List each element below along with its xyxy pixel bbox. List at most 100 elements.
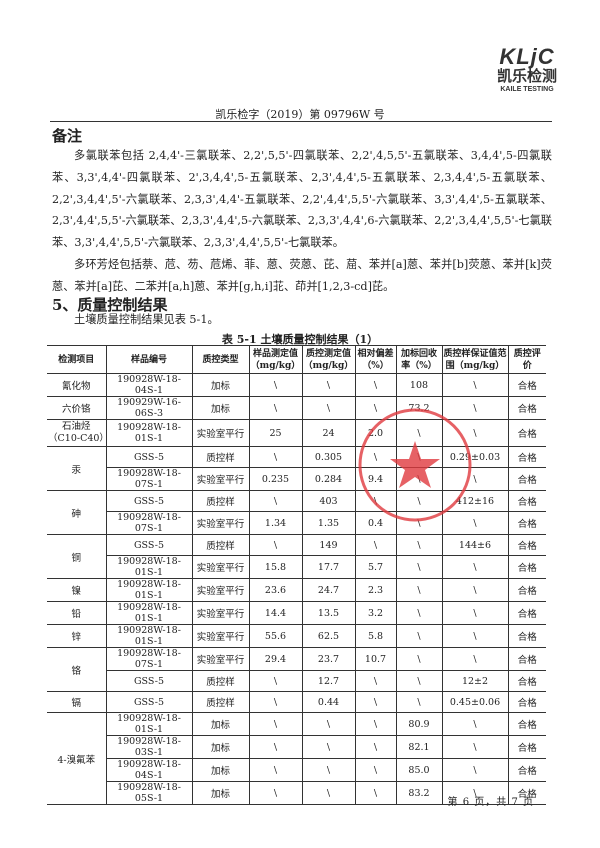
table-cell: 13.5 xyxy=(301,601,356,625)
table-cell: 82.1 xyxy=(395,735,443,759)
table-cell: 25 xyxy=(248,419,303,447)
table-cell: \ xyxy=(441,781,509,805)
table-cell: 24 xyxy=(301,419,356,447)
table-cell: \ xyxy=(301,712,356,736)
table-row: 190928W-18-07S-1 实验室平行 1.34 1.35 0.4 \ \ 合格 xyxy=(47,511,546,535)
table-cell: 1.35 xyxy=(301,511,356,535)
column-header: 质控测定值（mg/kg） xyxy=(301,345,356,374)
table-cell: 108 xyxy=(395,373,443,397)
table-cell: 实验室平行 xyxy=(191,555,250,579)
table-row: 190928W-18-03S-1 加标 \ \ \ 82.1 \ 合格 xyxy=(47,735,546,759)
table-cell: \ xyxy=(395,490,443,512)
table-cell: 合格 xyxy=(507,691,546,713)
table-cell: 质控样 xyxy=(191,490,250,512)
table-row: 190928W-18-04S-1 加标 \ \ \ 85.0 \ 合格 xyxy=(47,758,546,782)
table-cell: 190928W-18-01S-1 xyxy=(105,624,193,648)
table-cell: 合格 xyxy=(507,446,546,468)
table-cell: 149 xyxy=(301,534,356,556)
column-header: 加标回收率（%） xyxy=(395,345,443,374)
table-cell: 23.7 xyxy=(301,647,356,671)
table-cell: 23.6 xyxy=(248,578,303,602)
table-cell: \ xyxy=(354,758,397,782)
table-cell: 3.2 xyxy=(354,601,397,625)
table-cell: \ xyxy=(354,396,397,420)
table-row: 镍 190928W-18-01S-1 实验室平行 23.6 24.7 2.3 \ \ 合格 xyxy=(47,578,546,602)
table-cell: \ xyxy=(354,373,397,397)
table-cell: \ xyxy=(395,691,443,713)
table-cell: 190928W-18-05S-1 xyxy=(106,781,193,805)
table-cell: 质控样 xyxy=(191,446,250,468)
test-item: 4-溴氟苯 xyxy=(47,712,107,805)
table-cell: \ xyxy=(441,555,509,579)
logo-english: KAILE TESTING xyxy=(500,86,554,93)
table-cell: 合格 xyxy=(507,670,546,692)
table-cell: 190928W-18-01S-1 xyxy=(106,555,193,579)
column-header: 质控样保证值范围（mg/kg） xyxy=(441,345,509,374)
table-cell: \ xyxy=(354,534,397,556)
column-header: 质控评价 xyxy=(507,345,546,374)
table-cell: \ xyxy=(441,758,509,782)
column-header: 质控类型 xyxy=(191,345,250,374)
table-cell: \ xyxy=(354,712,397,736)
table-cell: \ xyxy=(354,446,397,468)
table-row: 铅 190928W-18-01S-1 实验室平行 14.4 13.5 3.2 \ \ 合格 xyxy=(47,601,546,625)
table-row: 石油烃（C10-C40） 190928W-18-01S-1 实验室平行 25 24 2.0… xyxy=(47,419,546,447)
test-item: 氰化物 xyxy=(47,373,107,397)
test-item: 石油烃（C10-C40） xyxy=(47,419,109,447)
table-cell: 合格 xyxy=(507,624,546,648)
table-row: 铬 190928W-18-07S-1 实验室平行 29.4 23.7 10.7 \ \ 合格 xyxy=(47,647,546,692)
table-cell: 80.9 xyxy=(395,712,443,736)
table-cell: 144±6 xyxy=(441,534,509,556)
table-cell: 合格 xyxy=(507,712,546,736)
test-item: 六价铬 xyxy=(47,396,107,420)
table-cell: \ xyxy=(441,624,509,648)
table-row: 镉 GSS-5 质控样 \ 0.44 \ \ 0.45±0.06 合格 xyxy=(47,691,546,713)
test-item: 汞 xyxy=(47,446,107,491)
table-cell: 合格 xyxy=(507,647,546,671)
table-cell: \ xyxy=(441,419,509,447)
table-cell: \ xyxy=(395,578,443,602)
table-cell: 合格 xyxy=(507,467,546,491)
table-cell: 合格 xyxy=(507,511,546,535)
test-item: 铅 xyxy=(47,601,107,625)
table-cell: 实验室平行 xyxy=(191,467,250,491)
table-cell: 0.235 xyxy=(248,467,303,491)
table-cell: 403 xyxy=(301,490,356,512)
table-cell: \ xyxy=(301,758,356,782)
table-cell: GSS-5 xyxy=(105,446,193,468)
table-cell: \ xyxy=(441,578,509,602)
table-cell: 29.4 xyxy=(248,647,303,671)
table-cell: GSS-5 xyxy=(106,670,193,692)
table-row: 4-溴氟苯 190928W-18-01S-1 加标 \ \ \ 80.9 \ 合格 xyxy=(47,712,546,805)
table-cell: \ xyxy=(248,758,303,782)
table-cell: 5.8 xyxy=(354,624,397,648)
table-cell: \ xyxy=(354,735,397,759)
table-cell: 17.7 xyxy=(301,555,356,579)
table-cell: 合格 xyxy=(507,578,546,602)
table-cell: \ xyxy=(441,373,509,397)
table-cell: \ xyxy=(354,670,397,692)
table-cell: \ xyxy=(395,534,443,556)
table-cell: \ xyxy=(441,396,509,420)
table-cell: \ xyxy=(248,735,303,759)
test-item: 镉 xyxy=(47,691,107,713)
table-cell: 1.34 xyxy=(248,511,303,535)
table-cell: 实验室平行 xyxy=(191,647,250,671)
test-item: 铬 xyxy=(47,647,107,692)
table-cell: 190928W-18-01S-1 xyxy=(105,601,193,625)
table-cell: 2.3 xyxy=(354,578,397,602)
table-cell: 加标 xyxy=(191,396,250,420)
table-cell: \ xyxy=(395,467,443,491)
logo-mark: KLjC xyxy=(499,44,555,69)
table-cell: 合格 xyxy=(507,373,546,397)
table-cell: 质控样 xyxy=(191,691,250,713)
table-cell: \ xyxy=(301,396,356,420)
table-cell: 合格 xyxy=(507,490,546,512)
table-cell: \ xyxy=(441,467,509,491)
table-cell: 0.45±0.06 xyxy=(441,691,509,713)
table-row: 铜 GSS-5 质控样 \ 149 \ \ 144±6 合格 xyxy=(47,534,546,579)
table-cell: 12±2 xyxy=(441,670,509,692)
table-row: 六价铬 190929W-16-06S-3 加标 \ \ \ 73.2 \ 合格 xyxy=(47,396,546,420)
table-cell: 2.0 xyxy=(354,419,397,447)
table-cell: GSS-5 xyxy=(105,534,193,556)
